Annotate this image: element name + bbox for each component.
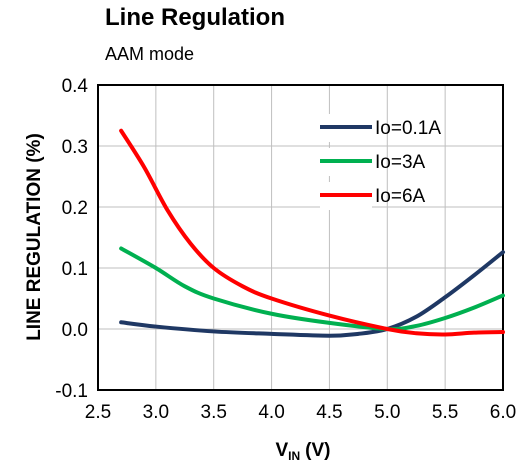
x-tick-label: 2.5 — [85, 402, 111, 423]
x-tick-label: 5.0 — [374, 402, 400, 423]
y-axis-label: LINE REGULATION (%) — [24, 133, 45, 341]
y-tick-label: 0.4 — [62, 76, 89, 97]
x-tick-labels: 2.5 3.0 3.5 4.0 4.5 5.0 5.5 6.0 — [85, 402, 516, 423]
legend-label-3: Io=6A — [375, 186, 426, 207]
chart-title: Line Regulation — [105, 4, 285, 31]
y-tick-labels: -0.1 0.0 0.1 0.2 0.3 0.4 — [55, 76, 88, 402]
y-tick-label: 0.2 — [62, 198, 88, 219]
plot-frame — [97, 84, 504, 391]
y-tick-label: 0.1 — [62, 259, 88, 280]
series-line-3 — [119, 128, 505, 337]
x-tick-label: 4.0 — [258, 402, 284, 423]
chart-subtitle: AAM mode — [105, 44, 195, 64]
x-axis-label-main: V — [275, 440, 288, 461]
series-layer — [119, 128, 505, 338]
x-tick-label: 4.5 — [316, 402, 342, 423]
series-line-1 — [119, 250, 505, 338]
x-axis-label-subscript: IN — [288, 449, 300, 463]
legend-label-1: Io=0.1A — [375, 118, 441, 139]
x-axis-label: VIN (V) — [275, 440, 330, 463]
x-tick-label: 3.5 — [201, 402, 227, 423]
x-tick-label: 6.0 — [490, 402, 516, 423]
series-line-2 — [119, 246, 505, 332]
x-tick-label: 5.5 — [432, 402, 458, 423]
legend-label-2: Io=3A — [375, 152, 426, 173]
x-tick-label: 3.0 — [143, 402, 169, 423]
y-tick-label: -0.1 — [55, 381, 88, 402]
x-axis-label-unit: (V) — [305, 440, 330, 461]
legend: Io=0.1A Io=3A Io=6A — [320, 114, 441, 210]
y-tick-label: 0.3 — [62, 137, 88, 158]
grid-layer — [97, 84, 504, 391]
y-tick-label: 0.0 — [62, 320, 88, 341]
